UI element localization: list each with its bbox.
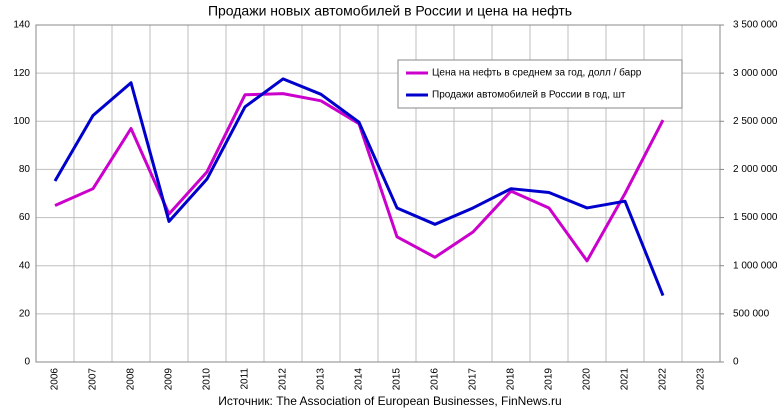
x-tick-label: 2013 <box>316 368 327 391</box>
x-tick-label: 2006 <box>50 368 61 391</box>
series-line <box>54 92 665 263</box>
x-tick-label: 2012 <box>278 368 289 391</box>
x-tick-label: 2023 <box>696 368 707 391</box>
legend-label: Продажи автомобилей в России в год, шт <box>432 89 626 101</box>
plot-frame <box>35 24 721 363</box>
y2-tick-label: 0 <box>733 357 739 368</box>
legend-box <box>397 59 683 109</box>
y2-tick-label: 2 500 000 <box>733 116 778 127</box>
x-tick-label: 2011 <box>240 368 251 390</box>
y-tick-label: 120 <box>13 68 30 79</box>
x-tick-label: 2016 <box>430 368 441 391</box>
x-tick-label: 2014 <box>354 368 365 391</box>
y2-tick-label: 2 000 000 <box>733 164 778 175</box>
x-tick-label: 2008 <box>126 368 137 391</box>
y2-tick-label: 3 000 000 <box>733 68 778 79</box>
x-tick-label: 2018 <box>506 368 517 391</box>
y2-tick-label: 500 000 <box>733 308 770 319</box>
y2-tick-label: 1 000 000 <box>733 260 778 271</box>
y-tick-label: 100 <box>13 116 30 127</box>
y-tick-label: 60 <box>19 212 31 223</box>
x-tick-label: 2007 <box>88 368 99 391</box>
y-tick-label: 140 <box>13 20 30 31</box>
y2-tick-label: 1 500 000 <box>733 212 778 223</box>
chart-title: Продажи новых автомобилей в России и цен… <box>208 3 572 19</box>
x-tick-label: 2020 <box>582 368 593 391</box>
y-tick-label: 40 <box>19 260 31 271</box>
x-tick-label: 2010 <box>202 368 213 391</box>
x-tick-label: 2019 <box>544 368 555 391</box>
x-tick-label: 2017 <box>468 368 479 391</box>
x-tick-label: 2021 <box>620 368 631 391</box>
x-tick-label: 2022 <box>658 368 669 391</box>
x-tick-label: 2009 <box>164 368 175 391</box>
legend-label: Цена на нефть в среднем за год, долл / б… <box>432 67 642 79</box>
series-line <box>53 77 665 297</box>
source: Источник: The Association of European Bu… <box>218 394 561 408</box>
y-tick-label: 0 <box>24 357 30 368</box>
y2-tick-label: 3 500 000 <box>733 20 778 31</box>
y-tick-label: 80 <box>19 164 31 175</box>
y-tick-label: 20 <box>19 308 31 319</box>
x-tick-label: 2015 <box>392 368 403 391</box>
